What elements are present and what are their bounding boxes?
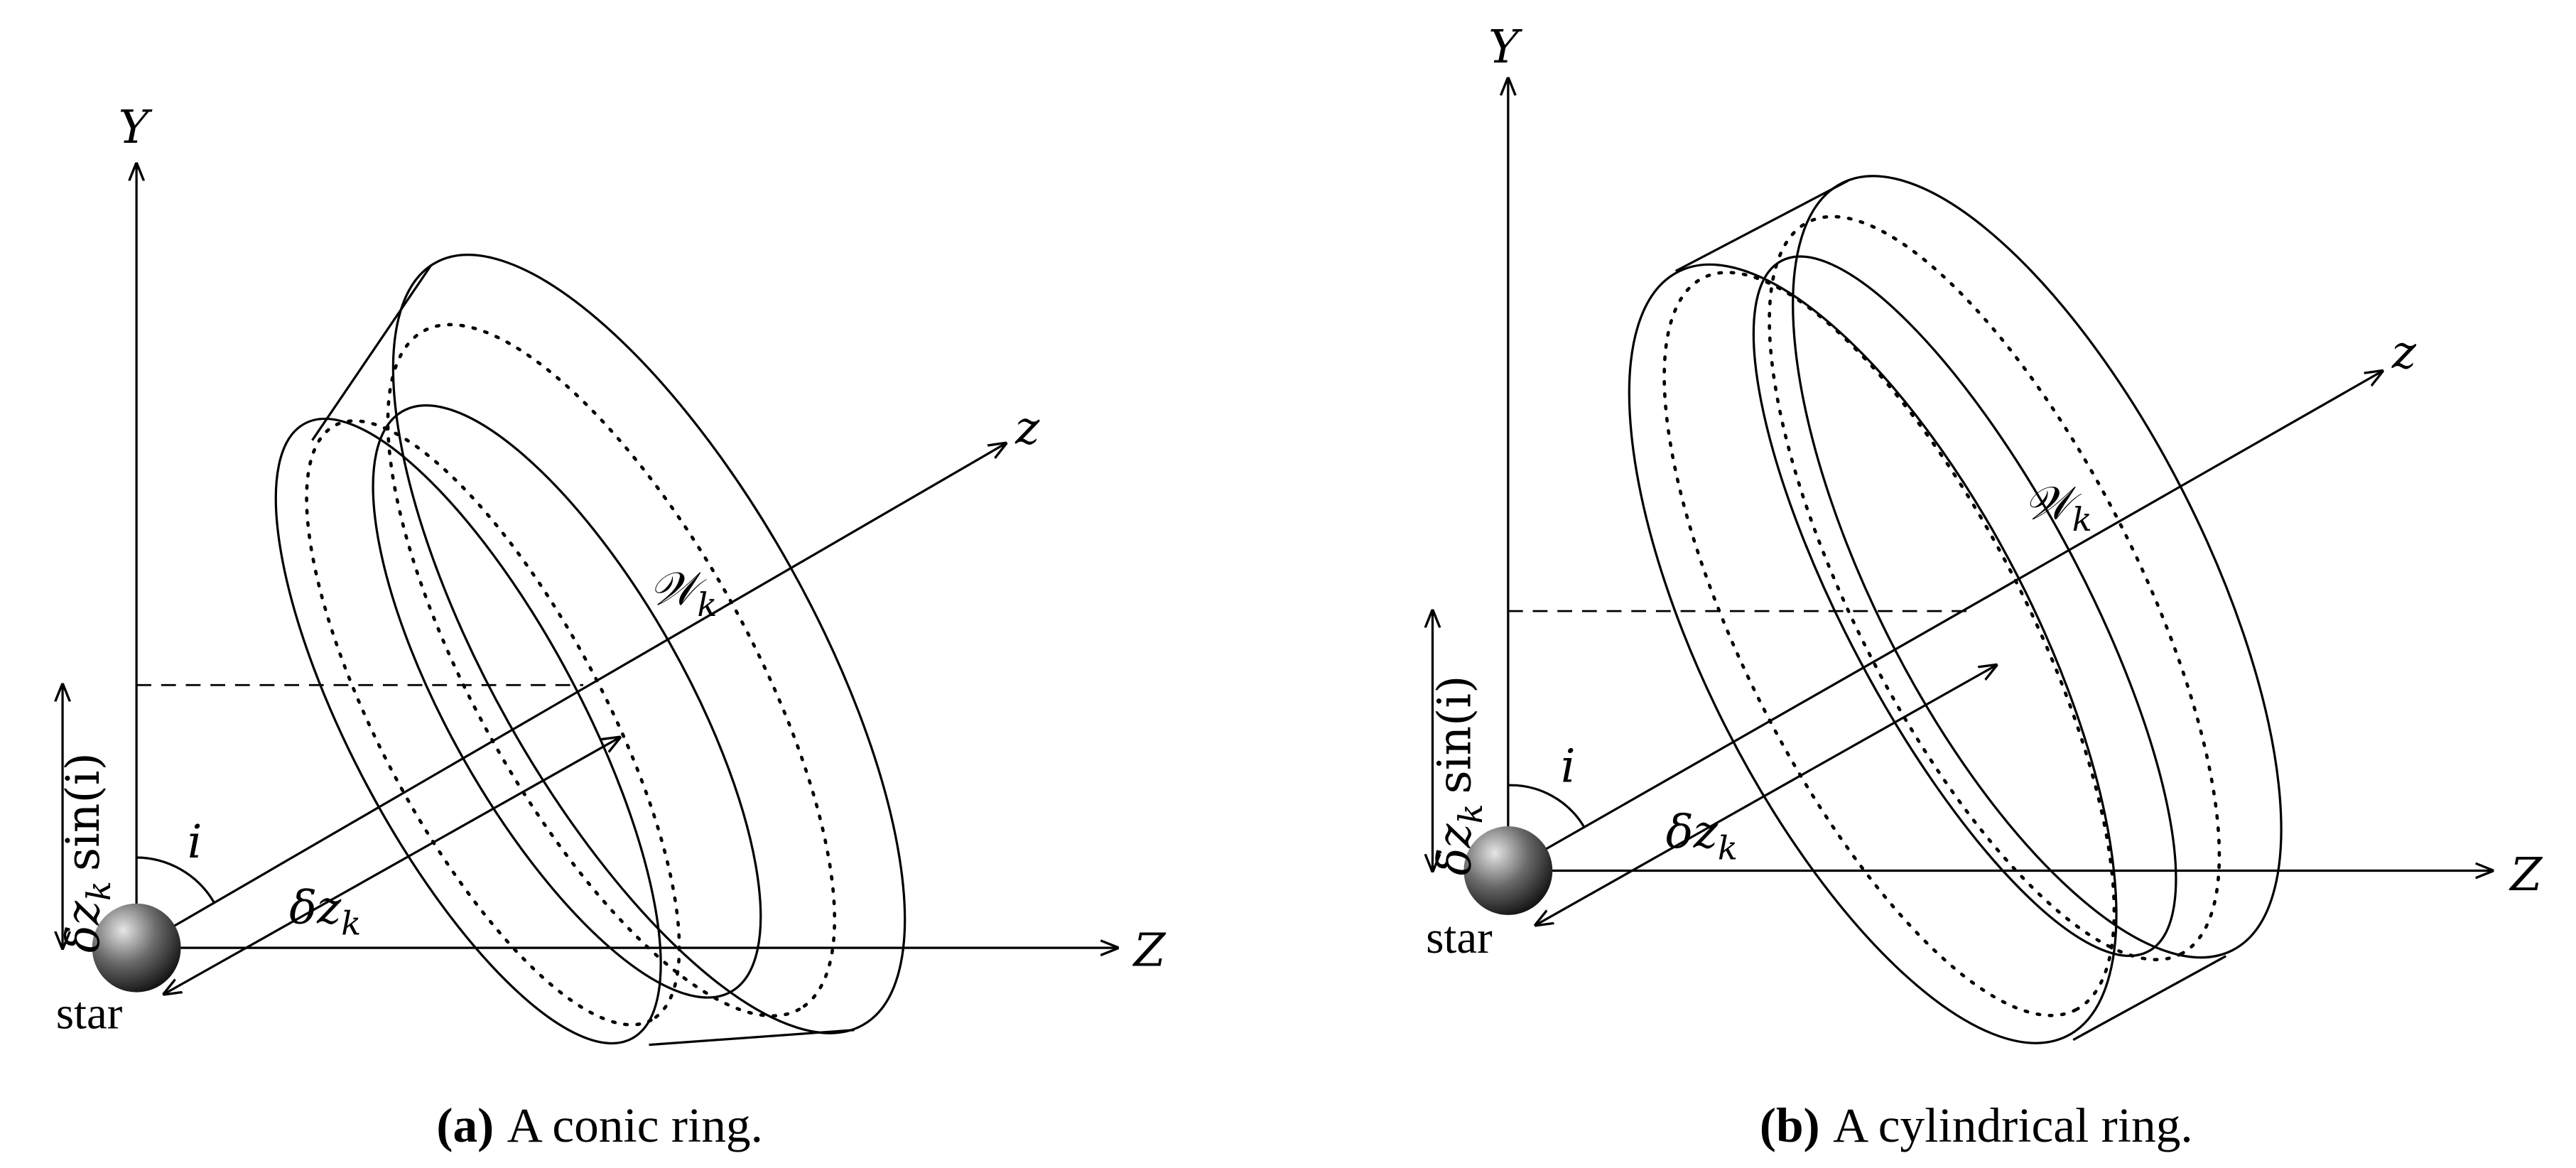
cone-back — [274, 417, 662, 1044]
height-tail: sin(i) — [1429, 676, 1482, 794]
ring-axis — [136, 443, 1005, 949]
ring-inner — [1752, 255, 2177, 957]
height-main: δz — [1429, 823, 1482, 875]
ring-outer — [1792, 175, 2283, 959]
dotted-mid — [386, 323, 837, 1018]
ring-axis-label: z — [1014, 401, 1040, 455]
ring-sub: k — [697, 585, 717, 624]
height-sub: k — [1451, 804, 1490, 823]
height-label: δzk sin(i) — [1429, 676, 1490, 876]
ring-axis-label: z — [2391, 326, 2417, 379]
ring-outer — [391, 254, 907, 1034]
offset-main: δz — [1666, 806, 1719, 859]
caption-tag: (a) — [436, 1098, 494, 1153]
offset-label: δzk — [1666, 806, 1738, 867]
cylinder-back — [1628, 263, 2118, 1044]
ring-axis — [1508, 372, 2382, 872]
panel-a: Y Z z i δzk 𝒲k star δzksin(i) (a) A conic… — [56, 101, 1167, 1153]
caption-text: A cylindrical ring. — [1833, 1098, 2193, 1153]
y-label: Y — [1488, 21, 1522, 74]
cylinder-edge — [2072, 955, 2227, 1042]
height-tail: sin(i) — [57, 752, 110, 871]
offset-arrow — [1536, 665, 1996, 924]
star-sphere — [92, 903, 181, 993]
caption: (a) A conic ring. — [436, 1098, 763, 1153]
offset-arrow — [164, 737, 619, 994]
star-label: star — [56, 988, 122, 1039]
caption-tag: (b) — [1760, 1098, 1820, 1153]
dotted-mid — [1768, 215, 2221, 961]
angle-arc — [1508, 784, 1585, 827]
cylinder-edge — [1674, 179, 1849, 272]
offset-label: δzk — [289, 881, 361, 942]
caption: (b) A cylindrical ring. — [1760, 1098, 2193, 1153]
star-label: star — [1426, 912, 1492, 963]
offset-main: δz — [289, 881, 342, 934]
angle-label: i — [1561, 740, 1576, 794]
ring-sub: k — [2072, 500, 2092, 539]
panel-b: Y Z z i δzk 𝒲k star δzksin(i) (b) A cylin… — [1426, 21, 2543, 1153]
offset-sub: k — [1718, 828, 1738, 867]
ring-label: 𝒲k — [649, 563, 718, 624]
offset-sub: k — [341, 904, 361, 943]
ring-inner — [372, 404, 762, 999]
height-label: δzk sin(i) — [57, 752, 118, 953]
star-sphere — [1463, 826, 1553, 915]
height-main: δz — [57, 900, 110, 953]
z-label: Z — [1132, 924, 1167, 978]
dotted-back — [305, 419, 681, 1027]
ring-label: 𝒲k — [2024, 477, 2092, 539]
caption-text: A conic ring. — [507, 1098, 763, 1153]
angle-arc — [136, 856, 215, 903]
z-label: Z — [2509, 848, 2543, 902]
cone-edge — [311, 265, 432, 441]
angle-label: i — [188, 816, 202, 869]
height-sub: k — [80, 881, 118, 901]
y-label: Y — [119, 101, 153, 154]
